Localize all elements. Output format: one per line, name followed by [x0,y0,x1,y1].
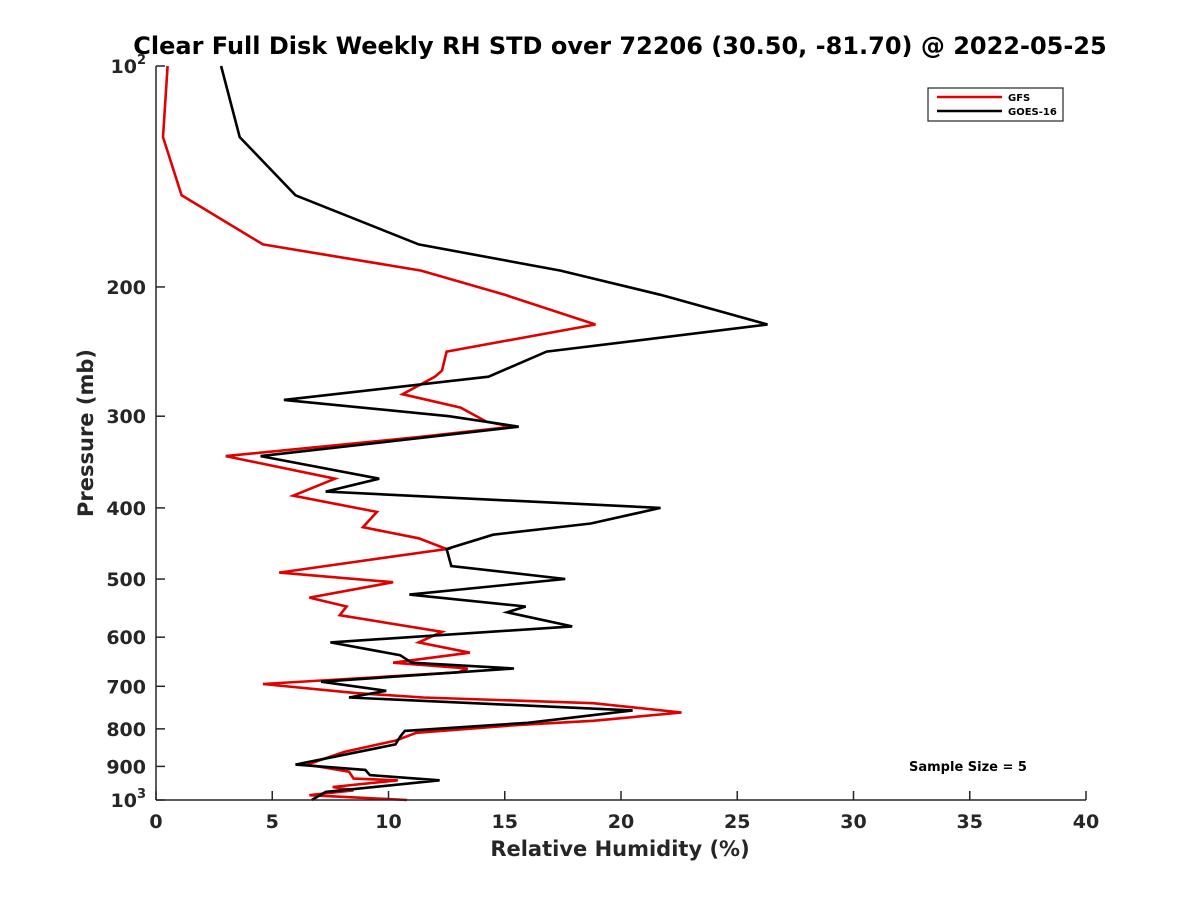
sample-size-annotation: Sample Size = 5 [909,760,1027,775]
y-axis-label: Pressure (mb) [74,349,98,517]
chart-title: Clear Full Disk Weekly RH STD over 72206… [133,32,1106,60]
legend: GFS GOES-16 [927,87,1064,122]
x-tick-label: 20 [608,811,634,833]
y-tick-label: 200 [106,277,146,299]
series-line-gfs [161,65,682,802]
y-tick-label: 400 [106,498,146,520]
y-tick-label: 800 [106,719,146,741]
x-tick-label: 35 [957,811,983,833]
y-tick-label: 900 [106,756,146,778]
y-tick-label: 103 [111,787,147,812]
legend-box [927,87,1064,122]
y-tick-label: 300 [106,406,146,428]
x-tick-label: 25 [724,811,750,833]
series-line-goes-16 [219,65,768,802]
x-tick-label: 5 [266,811,279,833]
y-tick-label: 102 [111,53,147,78]
series-layer [161,65,768,802]
x-tick-label: 10 [375,811,401,833]
x-tick-label: 30 [840,811,866,833]
x-tick-label: 40 [1073,811,1099,833]
y-tick-label: 700 [106,676,146,698]
y-tick-label: 600 [106,627,146,649]
x-tick-label: 0 [149,811,162,833]
y-tick-label: 500 [106,569,146,591]
x-axis-label: Relative Humidity (%) [490,837,749,861]
axes-layer: 0 5 10 15 20 25 30 35 40 102 200 300 400 500 600 700 800… [106,53,1099,833]
legend-label: GFS [1008,93,1030,104]
legend-label: GOES-16 [1008,107,1057,118]
x-tick-label: 15 [492,811,518,833]
